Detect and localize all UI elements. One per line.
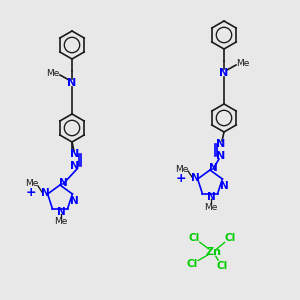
Text: Cl: Cl	[186, 259, 198, 269]
Text: Me: Me	[236, 59, 250, 68]
Text: N: N	[57, 207, 65, 217]
Text: N: N	[208, 163, 217, 173]
Text: Me: Me	[175, 164, 189, 173]
Text: Cl: Cl	[224, 233, 236, 243]
Text: N: N	[68, 78, 76, 88]
Text: N: N	[219, 68, 229, 78]
Text: Me: Me	[46, 70, 60, 79]
Text: +: +	[26, 187, 36, 200]
Text: N: N	[70, 149, 80, 159]
Text: Me: Me	[204, 202, 218, 211]
Text: N: N	[58, 178, 68, 188]
Text: N: N	[216, 139, 226, 149]
Text: Me: Me	[54, 218, 68, 226]
Text: Zn: Zn	[205, 247, 221, 257]
Text: N: N	[207, 192, 215, 202]
Text: N: N	[190, 173, 200, 183]
Text: N: N	[216, 151, 226, 161]
Text: Cl: Cl	[216, 261, 228, 271]
Text: Cl: Cl	[188, 233, 200, 243]
Text: N: N	[220, 181, 228, 191]
Text: +: +	[176, 172, 186, 184]
Text: Me: Me	[25, 179, 39, 188]
Text: N: N	[70, 161, 80, 171]
Text: N: N	[40, 188, 50, 198]
Text: N: N	[70, 196, 78, 206]
